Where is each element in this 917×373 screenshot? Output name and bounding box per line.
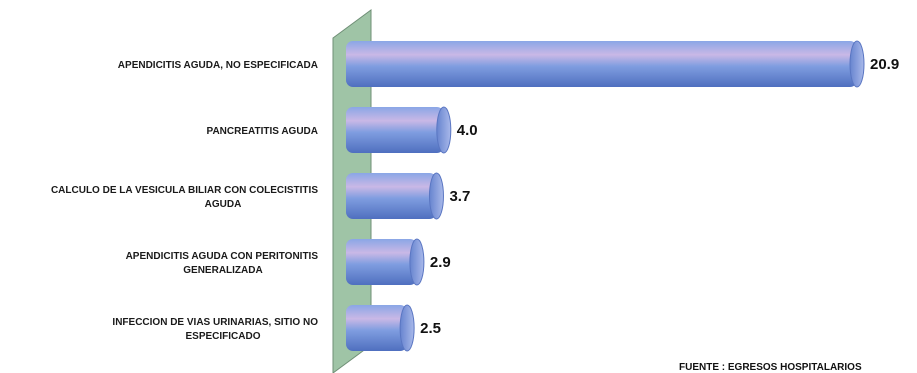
- bars-group: [346, 40, 865, 352]
- bar-cap-1: [436, 106, 452, 154]
- bar-3: [346, 239, 417, 285]
- bar-0: [346, 41, 857, 87]
- category-labels: APENDICITIS AGUDA, NO ESPECIFICADA PANCRE…: [51, 60, 318, 342]
- value-label-3: 2.9: [430, 254, 451, 271]
- value-label-0: 20.9: [870, 56, 899, 73]
- category-label-2-line-0: CALCULO DE LA VESICULA BILIAR CON COLECI…: [51, 185, 318, 196]
- bar-cap-3: [409, 238, 425, 286]
- category-label-4-line-1: ESPECIFICADO: [185, 331, 260, 342]
- bar-2: [346, 173, 437, 219]
- value-labels: 20.9 4.0 3.7 2.9 2.5: [420, 56, 899, 337]
- bar-cap-0: [849, 40, 865, 88]
- source-note: FUENTE : EGRESOS HOSPITALARIOS: [679, 362, 862, 373]
- category-label-1-line-0: PANCREATITIS AGUDA: [207, 126, 318, 137]
- bar-4: [346, 305, 408, 351]
- value-label-2: 3.7: [449, 188, 470, 205]
- bar-1: [346, 107, 444, 153]
- value-label-4: 2.5: [420, 320, 441, 337]
- bar-cap-2: [428, 172, 444, 220]
- category-label-3-line-0: APENDICITIS AGUDA CON PERITONITIS: [126, 251, 319, 262]
- bar-cap-4: [399, 304, 415, 352]
- value-label-1: 4.0: [457, 122, 478, 139]
- category-label-4-line-0: INFECCION DE VIAS URINARIAS, SITIO NO: [112, 317, 318, 328]
- category-label-2-line-1: AGUDA: [205, 199, 242, 210]
- category-label-0-line-0: APENDICITIS AGUDA, NO ESPECIFICADA: [118, 60, 318, 71]
- category-label-3-line-1: GENERALIZADA: [183, 265, 262, 276]
